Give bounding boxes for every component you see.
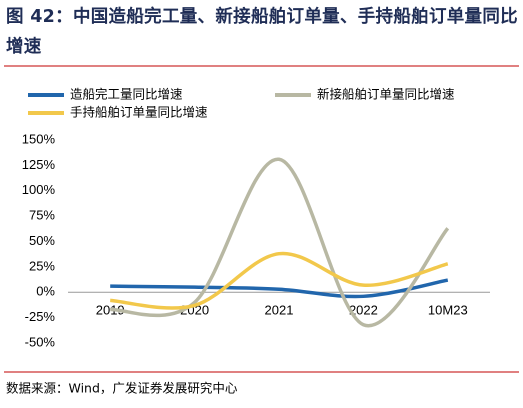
chart-title: 图 42：中国造船完工量、新接船舶订单量、手持船舶订单量同比增速 <box>6 7 518 57</box>
x-tick-label: 2022 <box>349 303 378 318</box>
series-line <box>110 157 450 328</box>
y-tick-label: 125% <box>22 157 56 172</box>
x-tick-label: 10M23 <box>428 303 468 318</box>
y-tick-label: 50% <box>29 233 55 248</box>
y-tick-label: 150% <box>22 131 56 146</box>
y-tick-label: 100% <box>22 182 56 197</box>
series-line <box>110 278 449 299</box>
y-tick-label: 25% <box>29 258 55 273</box>
y-tick-label: 75% <box>29 208 55 223</box>
y-tick-label: -50% <box>25 334 56 349</box>
y-tick-label: 0% <box>36 284 55 299</box>
series-line <box>110 251 449 310</box>
y-tick-label: -25% <box>25 309 56 324</box>
legend-label: 新接船舶订单量同比增速 <box>317 87 455 102</box>
source: 数据来源：Wind，广发证券发展研究中心 <box>6 381 238 396</box>
legend-label: 手持船舶订单量同比增速 <box>70 105 208 120</box>
x-tick-label: 2019 <box>96 303 125 318</box>
legend-label: 造船完工量同比增速 <box>70 87 183 102</box>
x-tick-label: 2021 <box>265 303 294 318</box>
